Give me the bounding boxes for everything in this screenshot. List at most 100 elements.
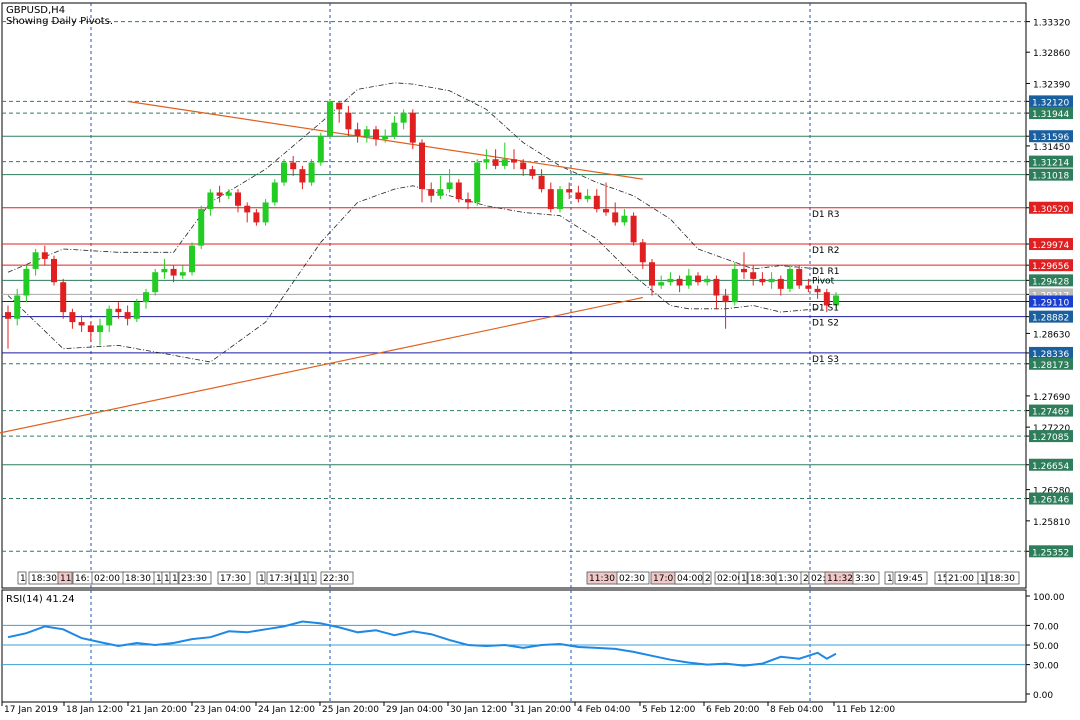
price-tag: 1.27469 — [1032, 408, 1069, 418]
time-tag-box — [57, 571, 73, 585]
envelope-bands — [7, 82, 818, 363]
time-label: 30 Jan 12:00 — [450, 705, 507, 715]
time-tag: 1 — [887, 574, 893, 584]
time-tag: 1 — [293, 574, 299, 584]
candle-bull — [198, 209, 205, 246]
time-tag: 1 — [156, 574, 162, 584]
time-tag-box — [169, 571, 179, 585]
time-tag: 3:30 — [855, 574, 875, 584]
rsi-level-label: 30.00 — [1033, 662, 1059, 672]
band-upper — [7, 82, 818, 273]
time-tag-box — [894, 571, 928, 585]
pivot-label: D1 S1 — [812, 303, 839, 313]
price-tag-bg — [1029, 201, 1073, 214]
time-tag: 19:45 — [897, 574, 923, 584]
candle-bear — [777, 278, 784, 289]
candle-bull — [437, 189, 444, 196]
candle-bull — [207, 192, 214, 210]
candle-bear — [759, 278, 766, 283]
price-tag: 1.30520 — [1032, 205, 1069, 215]
price-tag: 1.31944 — [1032, 110, 1069, 120]
candle-bear — [244, 205, 251, 213]
time-tag-box — [217, 571, 251, 585]
rsi-frame — [1, 589, 1027, 703]
time-label: 5 Feb 12:00 — [642, 705, 696, 715]
time-tag-box — [178, 571, 212, 585]
price-tag: 1.31596 — [1032, 133, 1069, 143]
candle-bear — [750, 272, 757, 279]
candle-bear — [409, 112, 416, 143]
price-tag: 1.31018 — [1032, 172, 1069, 182]
candle-bear — [290, 162, 297, 170]
candle-bear — [676, 278, 683, 286]
price-tag-bg — [1029, 357, 1073, 370]
candle-bull — [621, 215, 628, 223]
time-label: 31 Jan 20:00 — [514, 705, 571, 715]
time-tag: 17:01 — [653, 574, 679, 584]
time-tag: 18:30 — [31, 574, 57, 584]
time-label: 21 Jan 20:00 — [130, 705, 187, 715]
rsi-level-label: 100.00 — [1033, 593, 1065, 603]
trendline-support — [0, 296, 643, 434]
time-tag: 02:00 — [94, 574, 120, 584]
candle-bull — [189, 245, 195, 273]
time-tag: 18:30 — [750, 574, 776, 584]
candle-bear — [235, 192, 241, 206]
time-label: 11 Feb 12:00 — [836, 705, 895, 715]
candle-bull — [584, 195, 591, 200]
time-tag-box — [852, 571, 880, 585]
price-tag-bg — [1029, 274, 1073, 287]
candle-bull — [833, 295, 839, 306]
time-tag-box — [702, 571, 712, 585]
price-tag: 1.29428 — [1032, 277, 1069, 287]
time-tag-box — [738, 571, 748, 585]
candle-bear — [115, 308, 122, 313]
time-tag: 11 — [60, 574, 71, 584]
price-tag-bg — [1029, 430, 1073, 443]
candle-bull — [179, 272, 186, 276]
price-tag: 1.29656 — [1032, 262, 1069, 272]
time-tag: 1 — [172, 574, 178, 584]
rsi-level-label: 50.00 — [1033, 642, 1059, 652]
candle-bull — [143, 292, 149, 303]
candle-bear — [630, 215, 637, 243]
candle-bull — [106, 308, 113, 326]
price-tick-label: 1.27690 — [1033, 393, 1070, 403]
candle-bear — [722, 295, 729, 303]
candle-bear — [51, 258, 57, 283]
candle-bear — [124, 312, 131, 319]
time-tag: 02:30 — [619, 574, 645, 584]
rsi-line — [7, 620, 837, 667]
candle-bull — [731, 268, 738, 303]
candle-bull — [97, 325, 103, 333]
price-tag-bg — [1029, 404, 1073, 417]
price-tick-label: 1.32390 — [1033, 80, 1070, 90]
candle-bear — [529, 169, 536, 176]
price-tag-bg — [1029, 310, 1073, 323]
rsi-panel: 100.00 70.00 50.00 30.00 0.00 — [2, 593, 1065, 701]
candle-bull — [225, 192, 232, 196]
time-tag: 17:30 — [220, 574, 246, 584]
candle-bull — [23, 268, 30, 296]
candle-bear — [796, 268, 803, 286]
candle-bull — [281, 162, 287, 183]
time-tag: 04:00 — [677, 574, 703, 584]
time-label: 23 Jan 04:00 — [194, 705, 251, 715]
time-tag-box — [320, 571, 354, 585]
price-tag: 1.29974 — [1032, 241, 1069, 251]
candle-bear — [465, 199, 471, 203]
candle-bear — [253, 212, 260, 223]
candle-bull — [308, 162, 315, 183]
candle-bull — [704, 278, 711, 283]
candle-bear — [547, 189, 554, 210]
time-label: 18 Jan 12:00 — [66, 705, 123, 715]
candle-bear — [345, 112, 352, 130]
band-lower — [7, 185, 818, 363]
candle-bull — [262, 202, 269, 223]
candle-bull — [363, 129, 370, 136]
symbol-title: GBPUSD,H4 — [6, 5, 65, 16]
time-label: 25 Jan 20:00 — [322, 705, 379, 715]
price-tag-bg — [1029, 95, 1073, 108]
pivot-label: Pivot — [812, 276, 835, 286]
